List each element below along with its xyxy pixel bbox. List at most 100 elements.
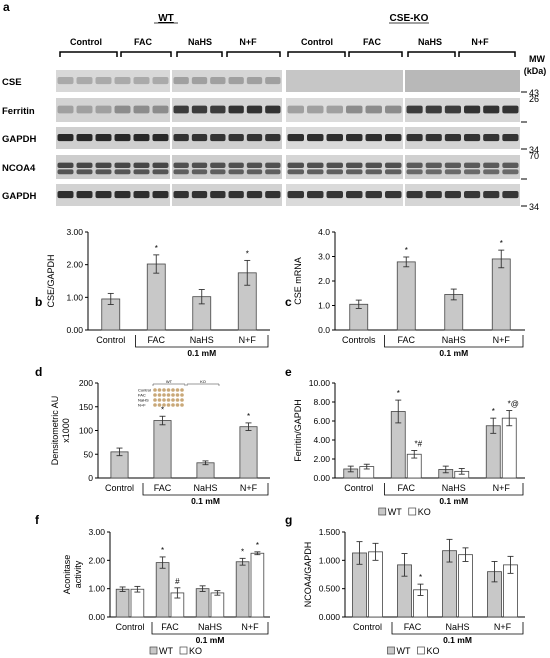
blot-band (265, 77, 281, 85)
blot-band (406, 162, 423, 168)
blot-band (502, 134, 519, 142)
blot-band (57, 191, 74, 199)
blot-band (483, 162, 500, 168)
inset-bracket (152, 383, 186, 386)
y-axis-label: Ferritin/GAPDH (293, 399, 303, 462)
group-bracket (142, 483, 269, 496)
blot-condition-label: NaHS (418, 37, 442, 47)
panel-letter: g (285, 513, 292, 527)
blot-band (346, 105, 363, 114)
blot-background (56, 155, 170, 179)
blot-band (228, 105, 244, 114)
blot-band (152, 169, 169, 175)
bar-wt (195, 588, 210, 618)
significance-mark: *# (414, 439, 422, 448)
blot-band (133, 191, 150, 199)
y-tick-label: 1.000 (319, 555, 341, 565)
blot-background (405, 155, 520, 179)
blot-band (152, 105, 169, 114)
inset-dot (162, 388, 166, 392)
y-axis-label-line: x1000 (61, 418, 71, 443)
blot-band (365, 191, 382, 199)
x-tick-label: Control (96, 335, 125, 345)
significance-mark: * (155, 244, 158, 253)
x-tick-label: Control (115, 622, 144, 632)
inset-dot (153, 398, 157, 402)
legend-swatch-wt (378, 507, 387, 516)
x-tick-label: N+F (493, 335, 511, 345)
blot-band (246, 169, 263, 175)
inset-dot (171, 388, 175, 392)
x-tick-label: N+F (241, 622, 259, 632)
inset-dot (171, 393, 175, 397)
legend-label-ko: KO (427, 646, 440, 656)
blot-band (76, 162, 93, 168)
inset-dot (162, 398, 166, 402)
mw-marker-label: 34 (529, 145, 539, 155)
inset-row-label: N+F (138, 403, 146, 408)
blot-band (326, 105, 343, 114)
y-axis-label: NCOA4/GAPDH (303, 542, 313, 608)
blot-band (385, 169, 402, 175)
blot-band (191, 191, 208, 199)
inset-dot (180, 403, 184, 407)
blot-band (307, 191, 324, 199)
blot-band (385, 134, 402, 142)
panel-letter: b (35, 295, 42, 309)
blot-band (76, 105, 93, 114)
blot-background (286, 184, 403, 206)
blot-band (425, 162, 442, 168)
inset-dot (157, 398, 162, 402)
blot-band (265, 191, 281, 199)
inset-dot (153, 393, 157, 397)
blot-band (307, 105, 324, 114)
y-tick-label: 1.0 (318, 301, 330, 311)
y-axis-label: Densitometric AUx1000 (50, 396, 71, 466)
significance-mark: * (247, 412, 250, 421)
blot-row-label: NCOA4 (2, 163, 36, 174)
blot-band (483, 134, 500, 142)
blot-condition-label: Control (301, 37, 333, 47)
y-tick-label: 0.00 (66, 325, 83, 335)
y-tick-label: 6.00 (313, 416, 330, 426)
blot-band (228, 169, 244, 175)
x-tick-label: Controls (342, 335, 376, 345)
blot-band (76, 134, 93, 142)
significance-mark: * (256, 541, 259, 550)
x-tick-label: NaHS (193, 483, 217, 493)
significance-mark: *@ (508, 400, 519, 409)
blot-background (286, 70, 403, 92)
blot-band (365, 169, 382, 175)
group-label: 0.1 mM (191, 496, 220, 506)
inset-row-label: Control (138, 388, 151, 393)
inset-row-label: FAC (138, 393, 146, 398)
blot-band (425, 169, 442, 175)
blot-band (265, 134, 281, 142)
blot-band (287, 191, 304, 199)
y-tick-label: 150 (79, 402, 93, 412)
blot-band (95, 191, 112, 199)
blot-band (425, 134, 442, 142)
y-tick-label: 0.0 (318, 325, 330, 335)
blot-band (114, 105, 131, 114)
legend-swatch-ko (408, 507, 417, 516)
blot-band (228, 77, 244, 85)
significance-mark: * (161, 546, 164, 555)
blot-background (172, 98, 282, 122)
legend-swatch-wt (149, 646, 158, 655)
blot-band (287, 162, 304, 168)
blot-background (286, 98, 403, 122)
blot-band (464, 162, 481, 168)
chart-panel-f: f 0.00 1.00 2.00 3.00 Aconitaseactivity Contro… (35, 513, 270, 656)
significance-mark: * (397, 389, 400, 398)
bar-wt (115, 588, 130, 618)
blot-band (173, 191, 189, 199)
x-tick-label: N+F (493, 483, 511, 493)
blot-band (246, 105, 263, 114)
y-tick-label: 100 (79, 426, 93, 436)
blot-band (228, 191, 244, 199)
significance-mark: * (405, 246, 408, 255)
blot-band (76, 191, 93, 199)
